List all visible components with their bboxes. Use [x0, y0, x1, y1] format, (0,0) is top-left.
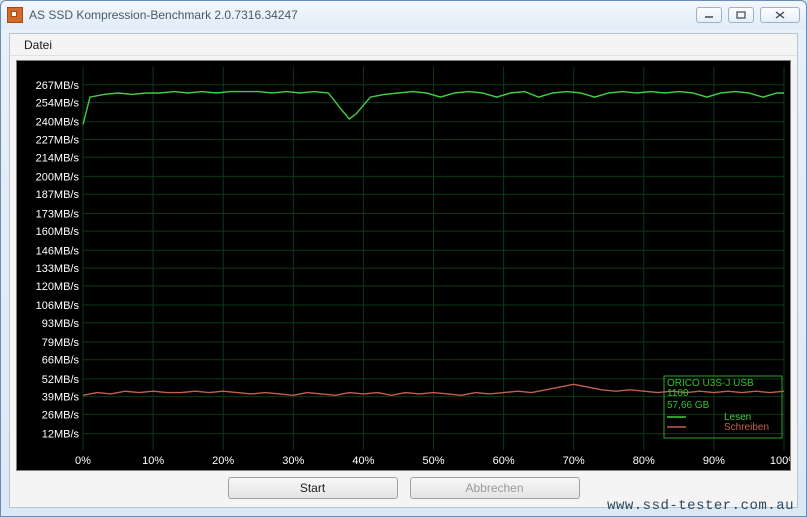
app-icon: [7, 7, 23, 23]
close-button[interactable]: [760, 7, 800, 23]
svg-text:93MB/s: 93MB/s: [42, 318, 80, 330]
svg-text:214MB/s: 214MB/s: [36, 152, 80, 164]
chart-svg: 12MB/s 26MB/s 39MB/s 52MB/s 66MB/s 79MB/s 93MB…: [17, 61, 790, 470]
svg-text:66MB/s: 66MB/s: [42, 355, 80, 367]
app-window: AS SSD Kompression-Benchmark 2.0.7316.34…: [0, 0, 807, 517]
svg-text:Schreiben: Schreiben: [724, 422, 769, 433]
menubar: Datei: [10, 34, 797, 56]
svg-text:60%: 60%: [493, 455, 515, 467]
svg-text:240MB/s: 240MB/s: [36, 117, 80, 129]
svg-text:12MB/s: 12MB/s: [42, 429, 80, 441]
svg-text:52MB/s: 52MB/s: [42, 374, 80, 386]
svg-text:200MB/s: 200MB/s: [36, 171, 80, 183]
cancel-button[interactable]: Abbrechen: [410, 477, 580, 499]
svg-text:90%: 90%: [703, 455, 725, 467]
svg-text:39MB/s: 39MB/s: [42, 392, 80, 404]
svg-text:10%: 10%: [142, 455, 164, 467]
svg-text:160MB/s: 160MB/s: [36, 226, 80, 238]
svg-text:187MB/s: 187MB/s: [36, 189, 80, 201]
maximize-button[interactable]: [728, 7, 754, 23]
svg-text:146MB/s: 146MB/s: [36, 245, 80, 257]
svg-text:267MB/s: 267MB/s: [36, 80, 80, 92]
svg-text:50%: 50%: [422, 455, 444, 467]
svg-text:30%: 30%: [282, 455, 304, 467]
svg-text:0%: 0%: [75, 455, 91, 467]
svg-text:120MB/s: 120MB/s: [36, 281, 80, 293]
svg-text:1100: 1100: [667, 388, 689, 399]
svg-text:227MB/s: 227MB/s: [36, 134, 80, 146]
svg-text:254MB/s: 254MB/s: [36, 98, 80, 110]
svg-text:57,66 GB: 57,66 GB: [667, 400, 710, 411]
svg-text:80%: 80%: [633, 455, 655, 467]
svg-text:133MB/s: 133MB/s: [36, 263, 80, 275]
titlebar[interactable]: AS SSD Kompression-Benchmark 2.0.7316.34…: [1, 1, 806, 29]
svg-text:20%: 20%: [212, 455, 234, 467]
svg-text:106MB/s: 106MB/s: [36, 300, 80, 312]
menu-file[interactable]: Datei: [16, 36, 60, 54]
svg-text:70%: 70%: [563, 455, 585, 467]
window-title: AS SSD Kompression-Benchmark 2.0.7316.34…: [29, 8, 696, 22]
benchmark-chart: 12MB/s 26MB/s 39MB/s 52MB/s 66MB/s 79MB/s 93MB…: [16, 60, 791, 471]
svg-text:173MB/s: 173MB/s: [36, 208, 80, 220]
svg-text:40%: 40%: [352, 455, 374, 467]
minimize-button[interactable]: [696, 7, 722, 23]
svg-text:26MB/s: 26MB/s: [42, 409, 80, 421]
svg-text:100%: 100%: [770, 455, 790, 467]
window-controls: [696, 7, 800, 23]
button-row: Start Abbrechen: [10, 475, 797, 501]
svg-text:79MB/s: 79MB/s: [42, 337, 80, 349]
start-button[interactable]: Start: [228, 477, 398, 499]
client-area: Datei 12MB/s 26MB/s 39MB/s 52MB/s 66MB/s 79MB…: [9, 33, 798, 508]
